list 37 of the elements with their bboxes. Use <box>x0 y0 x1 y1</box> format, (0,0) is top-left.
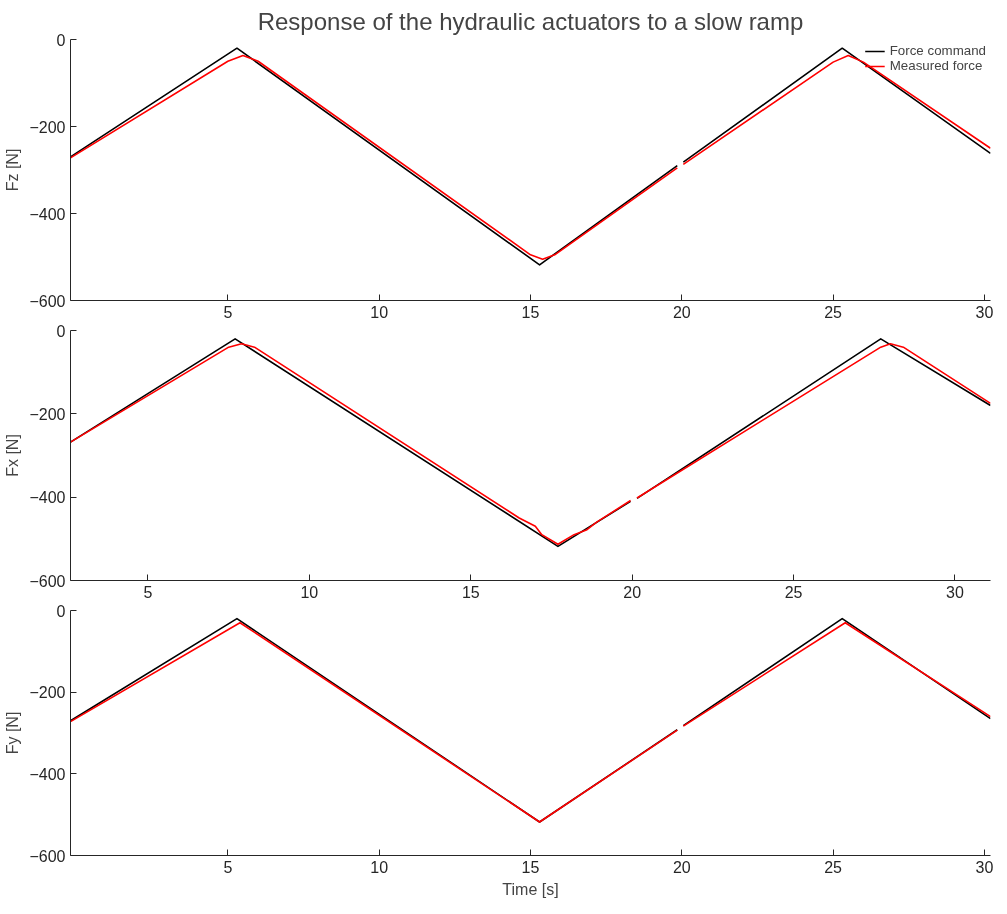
y-tick-label: 0 <box>56 322 66 340</box>
x-tick-label: 15 <box>461 583 480 601</box>
x-tick-label: 5 <box>143 583 153 601</box>
y-tick-label: −600 <box>29 572 66 590</box>
y-axis-title: Fz [N] <box>4 148 22 192</box>
x-tick-label: 10 <box>300 583 319 601</box>
y-tick-label: −200 <box>29 405 66 423</box>
x-tick-label: 10 <box>370 303 389 321</box>
x-tick-label: 5 <box>223 303 233 321</box>
y-tick-label: −400 <box>29 765 66 783</box>
x-tick-label: 20 <box>672 858 691 876</box>
legend-label: Measured force <box>889 58 983 73</box>
legend-label: Force command <box>889 43 986 58</box>
chart-title: Response of the hydraulic actuators to a slow ramp <box>257 7 804 35</box>
x-tick-label: 10 <box>370 858 389 876</box>
x-tick-label: 20 <box>623 583 642 601</box>
x-axis-title: Time [s] <box>502 880 559 898</box>
y-tick-label: −200 <box>29 684 66 702</box>
x-tick-label: 15 <box>521 858 540 876</box>
y-tick-label: 0 <box>56 31 66 49</box>
x-tick-label: 30 <box>975 858 994 876</box>
y-tick-label: 0 <box>56 602 66 620</box>
y-tick-label: −200 <box>29 118 66 136</box>
x-tick-label: 20 <box>672 303 691 321</box>
x-tick-label: 25 <box>784 583 803 601</box>
x-tick-label: 25 <box>824 303 843 321</box>
y-tick-label: −400 <box>29 489 66 507</box>
x-tick-label: 30 <box>975 303 994 321</box>
x-tick-label: 30 <box>946 583 964 601</box>
y-tick-label: −600 <box>29 292 66 310</box>
y-tick-label: −400 <box>29 205 66 223</box>
x-tick-label: 5 <box>223 858 233 876</box>
x-tick-label: 15 <box>521 303 540 321</box>
x-tick-label: 25 <box>824 858 843 876</box>
y-axis-title: Fx [N] <box>4 434 22 477</box>
y-axis-title: Fy [N] <box>4 711 22 755</box>
y-tick-label: −600 <box>29 847 66 865</box>
